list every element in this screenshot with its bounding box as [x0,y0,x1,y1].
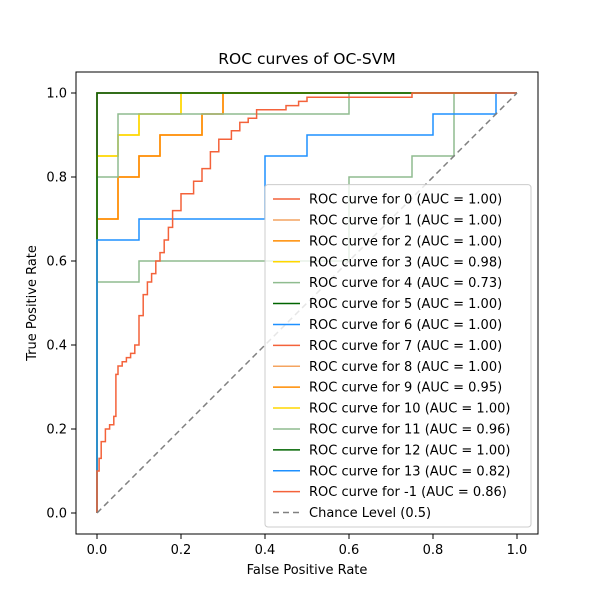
y-tick-label: 0.2 [46,423,67,438]
legend-box [264,184,532,528]
legend-entry: ROC curve for 8 (AUC = 1.00) [309,360,502,375]
x-tick-label: 0.6 [339,543,360,558]
series-line-4 [96,92,517,513]
chart-title: ROC curves of OC-SVM [218,50,395,68]
legend-entry: ROC curve for 1 (AUC = 1.00) [309,213,502,228]
legend-entry: ROC curve for 6 (AUC = 1.00) [309,318,502,333]
y-axis-label: True Positive Rate [25,245,40,362]
y-tick-label: 1.0 [46,87,67,102]
legend-entry: ROC curve for 2 (AUC = 1.00) [309,234,502,249]
legend-entry: ROC curve for 13 (AUC = 0.82) [309,464,510,479]
plot-frame [75,71,539,535]
legend-entry: Chance Level (0.5) [309,506,431,521]
series-line-14 [96,92,517,513]
series-line-15 [96,92,518,514]
y-tick-label: 0.8 [46,171,67,186]
legend-entry: ROC curve for 5 (AUC = 1.00) [309,297,502,312]
legend-entry: ROC curve for 9 (AUC = 0.95) [309,381,502,396]
legend-entry: ROC curve for 12 (AUC = 1.00) [309,443,510,458]
legend-entry: ROC curve for 11 (AUC = 0.96) [309,422,510,437]
x-tick-label: 0.0 [87,543,108,558]
legend-entry: ROC curve for 4 (AUC = 0.73) [309,276,502,291]
x-tick-label: 0.2 [171,543,192,558]
series-line-10 [96,92,517,513]
legend: ROC curve for 0 (AUC = 1.00) ROC curve fo… [264,184,532,528]
x-axis-ticks: 0.0 0.2 0.4 0.6 0.8 1.0 [87,534,528,558]
x-tick-label: 0.8 [423,543,444,558]
legend-entry: ROC curve for 3 (AUC = 0.98) [309,255,502,270]
y-tick-label: 0.0 [46,507,67,522]
series-layer [96,92,518,514]
legend-entry: ROC curve for 0 (AUC = 1.00) [309,193,502,208]
x-axis-label: False Positive Rate [247,563,368,578]
legend-entry: ROC curve for 7 (AUC = 1.00) [309,339,502,354]
y-tick-label: 0.4 [46,339,67,354]
y-axis-ticks: 0.0 0.2 0.4 0.6 0.8 1.0 [46,87,76,522]
plot-area [75,71,539,535]
x-tick-label: 0.4 [255,543,276,558]
y-tick-label: 0.6 [46,255,67,270]
x-tick-label: 1.0 [507,543,528,558]
legend-entry: ROC curve for 10 (AUC = 1.00) [309,402,510,417]
legend-entry: ROC curve for -1 (AUC = 0.86) [309,485,507,500]
